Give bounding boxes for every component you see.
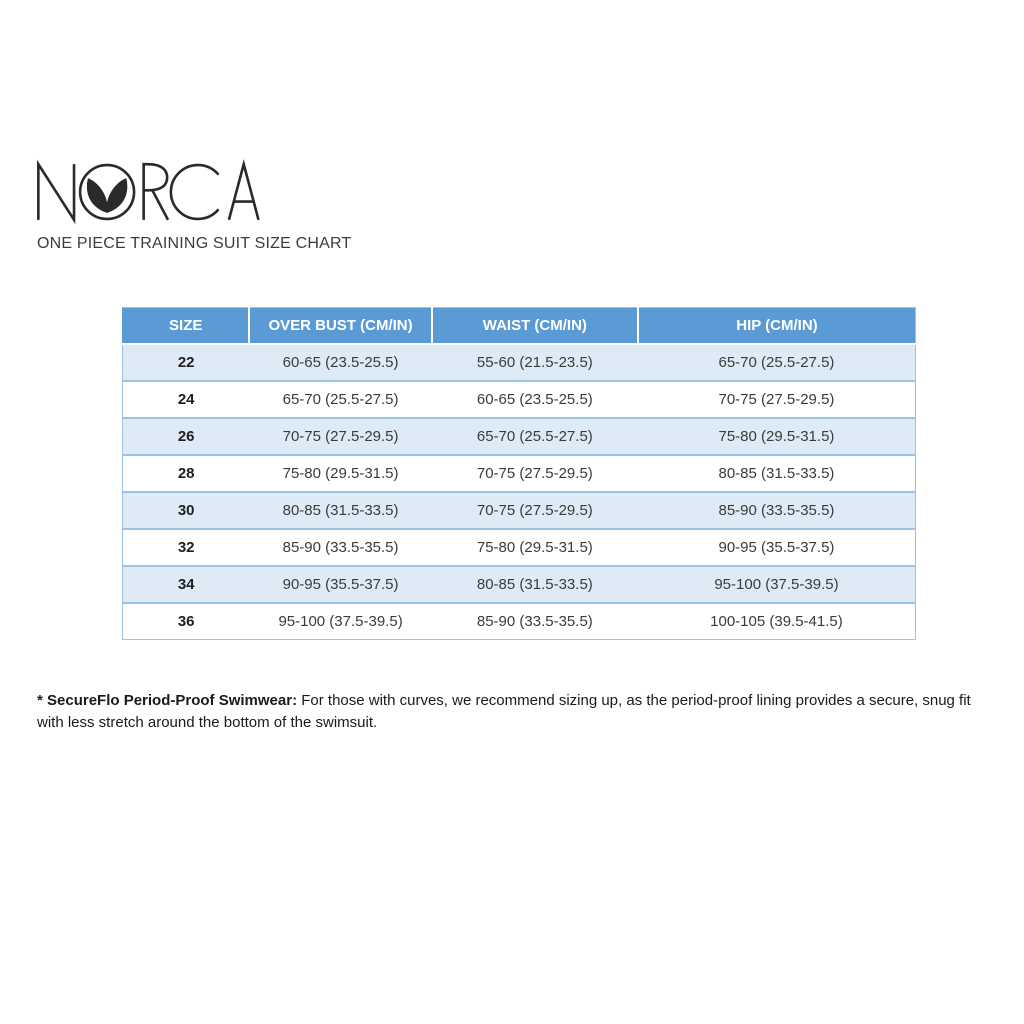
whale-tail-icon <box>86 178 128 213</box>
logo-letter-o-ring <box>78 163 136 221</box>
measurement-cell: 100-105 (39.5-41.5) <box>710 612 843 630</box>
measurement-cell: 70-75 (27.5-29.5) <box>718 390 835 408</box>
size-chart-table: SIZE OVER BUST (CM/IN) WAIST (CM/IN) HIP (C… <box>122 307 916 640</box>
measurement-cell: 65-70 (25.5-27.5) <box>476 427 593 445</box>
table-row: 22 60-65 (23.5-25.5) 55-60 (21.5-23.5) 65-7… <box>122 343 916 381</box>
measurement-cell: 80-85 (31.5-33.5) <box>476 575 593 593</box>
column-header: WAIST (CM/IN) <box>430 307 638 345</box>
measurement-cell: 70-75 (27.5-29.5) <box>282 427 399 445</box>
measurement-cell: 60-65 (23.5-25.5) <box>282 353 399 371</box>
measurement-cell: 95-100 (37.5-39.5) <box>714 575 839 593</box>
table-row: 28 75-80 (29.5-31.5) 70-75 (27.5-29.5) 80-8… <box>122 454 916 492</box>
measurement-cell: 75-80 (29.5-31.5) <box>476 538 593 556</box>
table-row: 24 65-70 (25.5-27.5) 60-65 (23.5-25.5) 70-7… <box>122 380 916 418</box>
size-table-body: 22 60-65 (23.5-25.5) 55-60 (21.5-23.5) 65-7… <box>122 343 916 640</box>
size-cell: 36 <box>177 612 195 630</box>
brand-logo: NORCA <box>34 158 262 226</box>
measurement-cell: 85-90 (33.5-35.5) <box>476 612 593 630</box>
measurement-cell: 60-65 (23.5-25.5) <box>476 390 593 408</box>
table-row: 36 95-100 (37.5-39.5) 85-90 (33.5-35.5) 100… <box>122 602 916 640</box>
table-row: 34 90-95 (35.5-37.5) 80-85 (31.5-33.5) 95-1… <box>122 565 916 603</box>
size-cell: 24 <box>177 390 195 408</box>
table-row: 32 85-90 (33.5-35.5) 75-80 (29.5-31.5) 90-9… <box>122 528 916 566</box>
measurement-cell: 95-100 (37.5-39.5) <box>278 612 403 630</box>
size-table-head: SIZE OVER BUST (CM/IN) WAIST (CM/IN) HIP (C… <box>122 307 916 345</box>
measurement-cell: 85-90 (33.5-35.5) <box>718 501 835 519</box>
table-row: 30 80-85 (31.5-33.5) 70-75 (27.5-29.5) 85-9… <box>122 491 916 529</box>
measurement-cell: 70-75 (27.5-29.5) <box>476 501 593 519</box>
size-cell: 28 <box>177 464 195 482</box>
logo-letter-c <box>169 163 220 221</box>
measurement-cell: 85-90 (33.5-35.5) <box>282 538 399 556</box>
size-cell: 32 <box>177 538 195 556</box>
size-cell: 22 <box>177 353 195 371</box>
measurement-cell: 80-85 (31.5-33.5) <box>718 464 835 482</box>
column-header: HIP (CM/IN) <box>636 307 916 345</box>
norca-logo-graphic <box>37 159 260 225</box>
logo-letter-n <box>37 159 76 225</box>
footnote: * SecureFlo Period-Proof Swimwear: For t… <box>37 690 997 734</box>
measurement-cell: 55-60 (21.5-23.5) <box>476 353 593 371</box>
measurement-cell: 65-70 (25.5-27.5) <box>718 353 835 371</box>
measurement-cell: 90-95 (35.5-37.5) <box>718 538 835 556</box>
column-header: OVER BUST (CM/IN) <box>248 307 432 345</box>
size-cell: 26 <box>177 427 195 445</box>
footnote-lead: * SecureFlo Period-Proof Swimwear: <box>37 692 298 709</box>
size-cell: 30 <box>177 501 195 519</box>
measurement-cell: 65-70 (25.5-27.5) <box>282 390 399 408</box>
footnote-body: For those with curves, we recommend sizi… <box>37 692 971 731</box>
logo-letter-a <box>227 159 260 221</box>
measurement-cell: 75-80 (29.5-31.5) <box>282 464 399 482</box>
measurement-cell: 70-75 (27.5-29.5) <box>476 464 593 482</box>
table-row: 26 70-75 (27.5-29.5) 65-70 (25.5-27.5) 75-8… <box>122 417 916 455</box>
measurement-cell: 90-95 (35.5-37.5) <box>282 575 399 593</box>
size-cell: 34 <box>177 575 195 593</box>
page-title: ONE PIECE TRAINING SUIT SIZE CHART <box>37 235 352 252</box>
measurement-cell: 75-80 (29.5-31.5) <box>718 427 835 445</box>
column-header: SIZE <box>122 307 250 345</box>
size-table-header-row: SIZE OVER BUST (CM/IN) WAIST (CM/IN) HIP (C… <box>122 307 916 345</box>
logo-letter-r <box>142 162 170 221</box>
measurement-cell: 80-85 (31.5-33.5) <box>282 501 399 519</box>
